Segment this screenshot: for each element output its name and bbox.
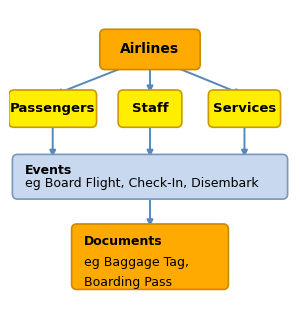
Text: eg Baggage Tag,: eg Baggage Tag, <box>84 256 189 269</box>
FancyBboxPatch shape <box>118 90 182 127</box>
FancyBboxPatch shape <box>208 90 280 127</box>
Text: Documents: Documents <box>84 235 162 248</box>
FancyBboxPatch shape <box>100 29 200 70</box>
FancyBboxPatch shape <box>9 90 97 127</box>
Text: Services: Services <box>213 102 276 115</box>
FancyBboxPatch shape <box>72 224 228 289</box>
Text: Events: Events <box>25 164 72 177</box>
Text: eg Board Flight, Check-In, Disembark: eg Board Flight, Check-In, Disembark <box>25 177 258 190</box>
FancyBboxPatch shape <box>12 154 288 199</box>
Text: Airlines: Airlines <box>120 43 180 56</box>
Text: Staff: Staff <box>132 102 168 115</box>
Text: Passengers: Passengers <box>10 102 95 115</box>
Text: Boarding Pass: Boarding Pass <box>84 277 172 289</box>
